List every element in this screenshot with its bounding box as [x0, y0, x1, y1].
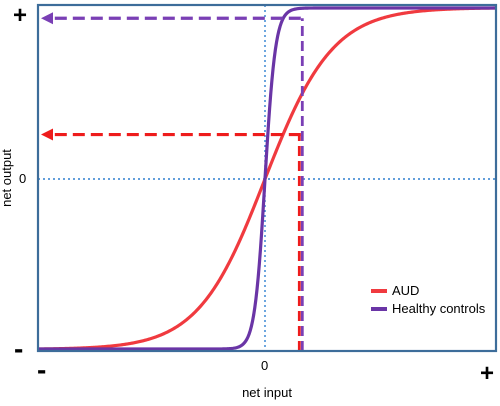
legend-swatch-aud: [371, 289, 387, 293]
healthy-controls-curve: [38, 6, 496, 351]
plot-frame: [36, 3, 498, 353]
y-tick-center: 0: [19, 171, 26, 186]
legend: AUD Healthy controls: [371, 283, 486, 316]
projection-arrow-healthy-controls: [41, 12, 53, 25]
x-tick-right: +: [480, 360, 494, 387]
legend-label-aud: AUD: [392, 283, 419, 298]
y-tick-bottom: -: [14, 333, 23, 364]
legend-swatch-healthy-controls: [371, 307, 387, 311]
y-axis-title: net output: [0, 149, 14, 207]
projection-arrow-aud: [41, 128, 53, 141]
x-tick-center: 0: [261, 358, 268, 373]
legend-label-healthy-controls: Healthy controls: [392, 301, 486, 316]
x-axis-title: net input: [242, 385, 292, 400]
aud-curve: [38, 6, 496, 351]
x-tick-left: -: [37, 354, 46, 385]
y-tick-top: +: [13, 2, 27, 29]
